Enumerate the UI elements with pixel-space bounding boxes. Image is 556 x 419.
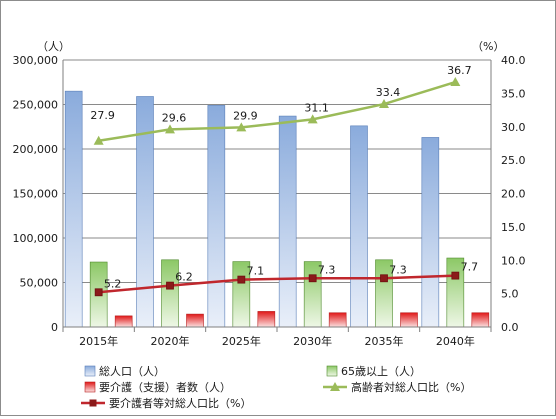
bar-total [350,125,368,328]
y-right-tick-label: 0.0 [501,321,519,334]
data-label: 6.2 [175,271,193,284]
data-label: 31.1 [304,101,329,114]
marker-square [451,271,460,280]
y-left-tick-label: 100,000 [13,232,59,245]
bar-care [114,315,133,328]
marker-square [166,281,174,290]
marker-triangle [93,135,104,145]
data-label: 33.4 [376,86,401,99]
data-label: 29.6 [162,111,187,124]
legend-swatch [326,365,338,377]
x-tick-label: 2020年 [151,334,190,348]
y-right-tick-label: 10.0 [501,254,526,267]
y-right-tick-label: 30.0 [501,121,526,134]
marker-square [237,275,246,284]
data-label: 27.9 [90,109,115,122]
data-label: 7.3 [318,263,336,276]
bar-care [471,312,490,328]
marker-square [94,288,103,297]
data-labels: 27.9 29.6 29.9 31.1 33.4 36.7 5.2 6.2 7.1 7.3 7.3 7… [90,64,478,290]
y-right-tick-label: 40.0 [501,54,526,67]
marker-triangle [236,122,247,132]
y-left-tick-label: 250,000 [13,99,59,112]
bar-care [186,313,204,328]
bar-care [328,312,347,328]
legend-label: 高齢者対総人口比（%） [351,380,471,394]
legend-swatch [84,381,96,393]
marker-triangle [307,114,318,124]
legend: 総人口（人） 65歳以上（人） 要介護（支援）者数（人） 高齢者対総人口比（%） 要介護… [81,364,471,410]
line-elderly-ratio [98,80,456,143]
legend-label: 総人口（人） [99,364,165,378]
y-right-tick-label: 5.0 [501,288,519,301]
x-tick-label: 2015年 [79,334,118,348]
marker-triangle [379,99,389,109]
bar-total [421,137,440,328]
y-right-tick-label: 15.0 [501,221,526,234]
x-tick-label: 2030年 [293,334,332,348]
y-left-tick-label: 150,000 [13,188,59,201]
bar-care [400,312,418,328]
y-left-tick-label: 0 [51,321,58,334]
y-left-tick-label: 200,000 [13,143,59,156]
legend-swatch [84,365,96,377]
y-right-tick-label: 35.0 [501,87,526,100]
y-right-unit: （%） [472,40,504,53]
data-label: 7.1 [247,265,265,278]
x-tick-label: 2025年 [222,334,261,348]
marker-triangle [165,124,175,134]
legend-label: 要介護（支援）者数（人） [99,380,231,394]
bar-total [207,105,226,328]
bar-total [64,90,83,328]
gridlines [63,59,491,283]
bar-total [136,96,154,328]
bar-care [257,311,276,328]
y-left-tick-label: 50,000 [20,277,59,290]
data-label: 36.7 [447,64,472,77]
legend-label: 要介護者等対総人口比（%） [109,396,251,410]
data-label: 7.3 [389,263,407,276]
y-right-tick-label: 25.0 [501,154,526,167]
bar-series [64,90,490,328]
y-right-tick-label: 20.0 [501,188,526,201]
marker-square [308,274,317,283]
data-label: 29.9 [233,109,258,122]
data-label: 5.2 [104,277,122,290]
legend-label: 65歳以上（人） [341,365,421,378]
x-tick-label: 2040年 [436,334,475,348]
marker-triangle [450,77,461,87]
y-left-tick-label: 300,000 [13,54,59,67]
line-care-ratio [98,274,456,294]
marker-square [380,274,388,283]
line-series [93,77,461,297]
data-label: 7.7 [461,261,479,274]
bar-total [278,115,297,328]
legend-marker [330,382,340,391]
legend-marker [89,399,97,407]
x-tick-label: 2035年 [365,334,404,348]
axes: 0 50,000 100,000 150,000 200,000 250,000 300,0… [13,40,526,348]
y-left-unit: （人） [37,40,70,53]
